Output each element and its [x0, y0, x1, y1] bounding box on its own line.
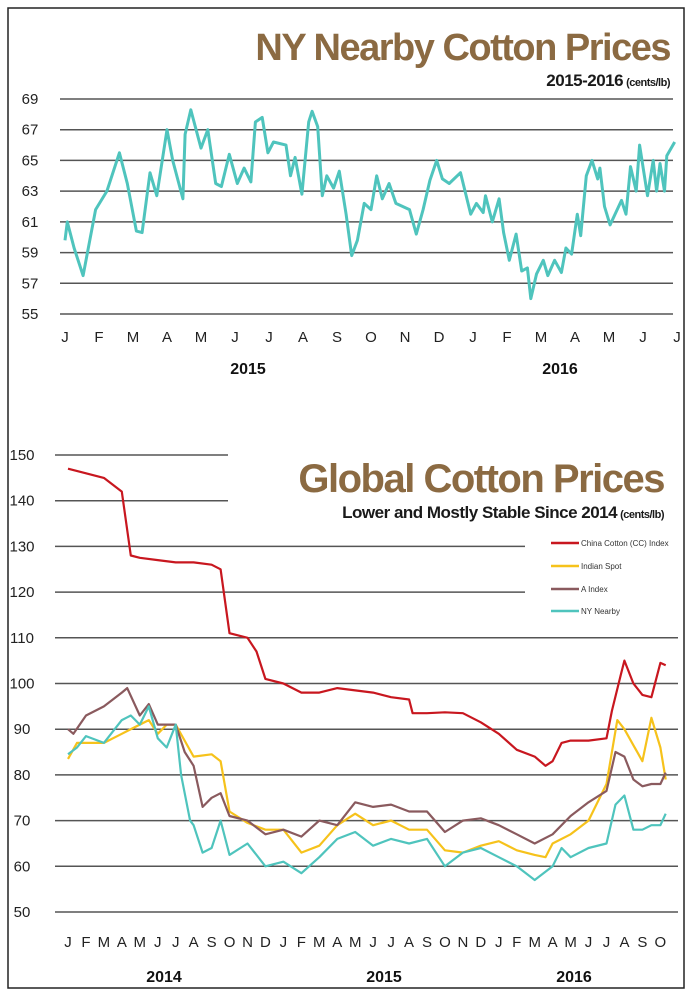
x-tick-label: J [369, 934, 377, 951]
x-tick-label: M [195, 329, 208, 346]
x-tick-label: F [81, 934, 90, 951]
x-tick-label: D [260, 934, 271, 951]
year-label: 2014 [146, 969, 182, 986]
x-tick-label: A [332, 934, 342, 951]
x-tick-label: M [127, 329, 140, 346]
legend-label: China Cotton (CC) Index [581, 539, 669, 548]
x-tick-label: O [655, 934, 667, 951]
x-tick-label: M [313, 934, 326, 951]
subtitle-unit: (cents/lb) [626, 77, 671, 89]
x-tick-label: J [64, 934, 72, 951]
y-tick-label: 50 [14, 904, 31, 921]
y-tick-label: 69 [22, 91, 39, 108]
year-label: 2016 [556, 969, 592, 986]
x-tick-label: M [535, 329, 548, 346]
x-tick-label: J [231, 329, 239, 346]
y-tick-label: 59 [22, 245, 39, 262]
x-tick-label: A [404, 934, 414, 951]
x-tick-label: J [172, 934, 180, 951]
x-tick-label: A [298, 329, 308, 346]
y-tick-label: 55 [22, 306, 39, 323]
x-tick-label: S [637, 934, 647, 951]
ny-nearby-chart: NY Nearby Cotton Prices 2015-2016 (cents/… [22, 27, 681, 378]
x-tick-label: J [673, 329, 681, 346]
x-tick-label: F [297, 934, 306, 951]
x-tick-label: J [603, 934, 611, 951]
x-tick-label: M [564, 934, 577, 951]
subtitle-years: 2015-2016 [546, 71, 623, 90]
x-tick-label: J [495, 934, 503, 951]
y-tick-label: 100 [9, 676, 34, 693]
x-tick-label: M [349, 934, 362, 951]
chart-subtitle: 2015-2016 (cents/lb) [546, 71, 671, 90]
chart-subtitle: Lower and Mostly Stable Since 2014 (cents… [342, 503, 665, 522]
x-tick-label: J [639, 329, 647, 346]
year-label: 2016 [542, 361, 578, 378]
x-tick-label: N [457, 934, 468, 951]
x-tick-label: F [502, 329, 511, 346]
x-tick-label: S [422, 934, 432, 951]
x-tick-label: D [475, 934, 486, 951]
y-tick-label: 63 [22, 183, 39, 200]
x-tick-label: J [265, 329, 273, 346]
x-tick-label: M [603, 329, 616, 346]
legend: China Cotton (CC) Index Indian Spot A Inde… [551, 539, 669, 616]
title-backdrop [235, 440, 675, 526]
x-tick-label: M [528, 934, 541, 951]
series-line-ny-nearby [63, 108, 677, 301]
y-tick-label: 70 [14, 813, 31, 830]
series-line-china-cotton-cc-index [67, 467, 667, 767]
x-tick-label: O [365, 329, 377, 346]
x-tick-label: F [512, 934, 521, 951]
y-tick-label: 110 [10, 630, 34, 647]
x-tick-label: J [469, 329, 477, 346]
y-tick-label: 130 [9, 538, 34, 555]
y-tick-label: 90 [14, 721, 31, 738]
y-tick-label: 67 [22, 122, 39, 139]
x-tick-label: A [117, 934, 127, 951]
subtitle-unit: (cents/lb) [620, 509, 665, 521]
series-line-ny-nearby [67, 705, 667, 882]
legend-label: Indian Spot [581, 562, 622, 571]
x-tick-label: S [332, 329, 342, 346]
chart-title: Global Cotton Prices [298, 457, 664, 501]
x-tick-label: S [207, 934, 217, 951]
year-label: 2015 [366, 969, 402, 986]
x-tick-label: J [387, 934, 395, 951]
x-tick-label: A [570, 329, 580, 346]
x-tick-label: O [224, 934, 236, 951]
y-tick-label: 150 [9, 447, 34, 464]
x-tick-label: D [434, 329, 445, 346]
x-tick-label: A [548, 934, 558, 951]
subtitle-text: Lower and Mostly Stable Since 2014 [342, 503, 618, 522]
legend-label: A Index [581, 585, 608, 594]
x-tick-label: A [619, 934, 629, 951]
y-tick-label: 140 [9, 493, 34, 510]
x-tick-label: A [162, 329, 172, 346]
series-line-a-index [67, 686, 667, 845]
y-tick-label: 65 [22, 152, 39, 169]
x-tick-label: J [61, 329, 69, 346]
x-tick-label: J [154, 934, 162, 951]
x-tick-label: M [98, 934, 111, 951]
x-tick-label: J [585, 934, 593, 951]
legend-label: NY Nearby [581, 607, 620, 616]
x-tick-label: O [439, 934, 451, 951]
y-tick-label: 57 [22, 275, 39, 292]
y-tick-label: 80 [14, 767, 31, 784]
y-tick-label: 61 [22, 214, 39, 231]
x-tick-label: J [280, 934, 288, 951]
y-tick-label: 120 [9, 584, 34, 601]
x-tick-label: F [94, 329, 103, 346]
year-label: 2015 [230, 361, 266, 378]
x-tick-label: N [242, 934, 253, 951]
y-tick-label: 60 [14, 858, 31, 875]
x-tick-label: A [189, 934, 199, 951]
x-tick-label: M [134, 934, 147, 951]
chart-title: NY Nearby Cotton Prices [255, 27, 670, 69]
x-tick-label: N [400, 329, 411, 346]
